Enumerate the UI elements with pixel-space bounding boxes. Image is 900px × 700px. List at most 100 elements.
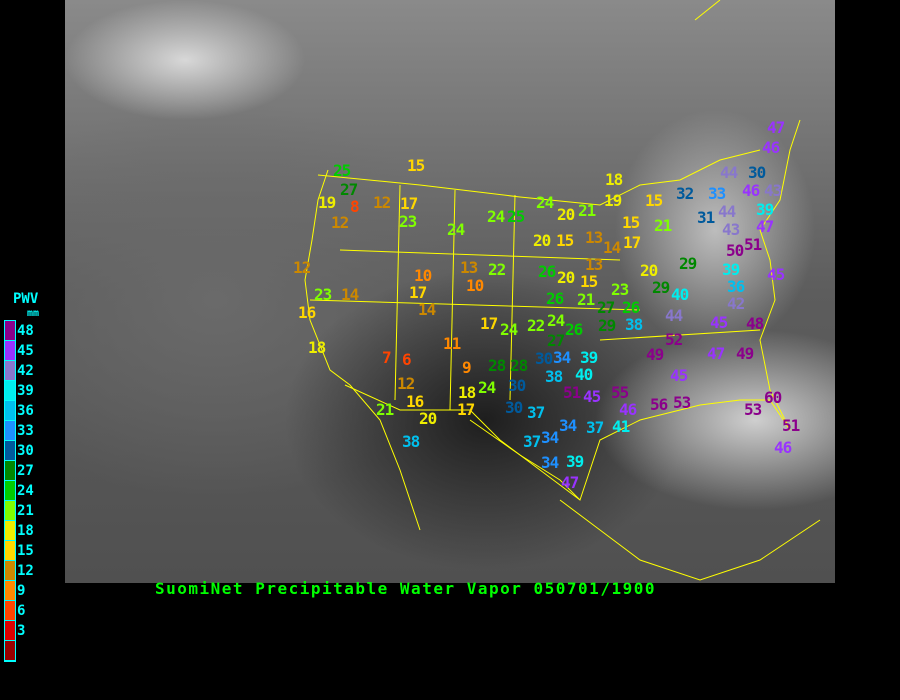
station-pwv-value: 9 <box>462 358 472 377</box>
station-pwv-value: 24 <box>478 378 496 397</box>
station-pwv-value: 28 <box>510 356 528 375</box>
legend-swatch <box>5 621 15 641</box>
station-pwv-value: 37 <box>586 418 604 437</box>
station-pwv-value: 56 <box>650 395 668 414</box>
station-pwv-value: 32 <box>676 184 694 203</box>
station-pwv-value: 12 <box>331 213 349 232</box>
legend-label: 15 <box>17 543 34 559</box>
legend-swatch <box>5 361 15 381</box>
station-pwv-value: 15 <box>407 156 425 175</box>
station-pwv-value: 26 <box>538 262 556 281</box>
station-pwv-value: 24 <box>447 220 465 239</box>
station-pwv-value: 47 <box>756 217 774 236</box>
station-pwv-value: 34 <box>553 348 571 367</box>
station-pwv-value: 47 <box>707 344 725 363</box>
station-pwv-value: 30 <box>535 349 553 368</box>
legend-swatch <box>5 481 15 501</box>
station-pwv-value: 50 <box>726 241 744 260</box>
legend-label: 21 <box>17 503 34 519</box>
station-pwv-value: 45 <box>670 366 688 385</box>
station-pwv-value: 29 <box>652 278 670 297</box>
station-pwv-value: 26 <box>622 298 640 317</box>
station-pwv-value: 8 <box>350 197 360 216</box>
station-pwv-value: 51 <box>744 235 762 254</box>
station-pwv-value: 46 <box>742 181 760 200</box>
station-pwv-value: 20 <box>557 205 575 224</box>
station-pwv-value: 34 <box>541 453 559 472</box>
station-pwv-value: 43 <box>722 220 740 239</box>
station-pwv-value: 14 <box>603 238 621 257</box>
station-pwv-value: 12 <box>397 374 415 393</box>
legend-swatch <box>5 501 15 521</box>
station-pwv-value: 53 <box>744 400 762 419</box>
station-pwv-value: 48 <box>746 314 764 333</box>
legend-swatch <box>5 601 15 621</box>
station-pwv-value: 49 <box>646 345 664 364</box>
legend-swatch <box>5 381 15 401</box>
station-pwv-value: 14 <box>418 300 436 319</box>
legend-swatch <box>5 581 15 601</box>
station-pwv-value: 30 <box>505 398 523 417</box>
station-pwv-value: 44 <box>720 163 738 182</box>
legend-label: 18 <box>17 523 34 539</box>
station-pwv-value: 13 <box>585 255 603 274</box>
station-pwv-value: 21 <box>376 400 394 419</box>
station-pwv-value: 22 <box>488 260 506 279</box>
station-pwv-value: 37 <box>527 403 545 422</box>
station-pwv-value: 44 <box>665 306 683 325</box>
station-pwv-value: 38 <box>625 315 643 334</box>
station-pwv-value: 20 <box>533 231 551 250</box>
legend-label: 48 <box>17 323 34 339</box>
station-pwv-value: 15 <box>580 272 598 291</box>
station-pwv-value: 17 <box>400 194 418 213</box>
station-pwv-value: 38 <box>545 367 563 386</box>
legend-label: 6 <box>17 603 26 619</box>
mexico-coast <box>559 499 821 581</box>
gulf-coast <box>469 399 791 501</box>
station-pwv-value: 17 <box>457 400 475 419</box>
station-pwv-value: 43 <box>764 181 782 200</box>
legend-label: 27 <box>17 463 34 479</box>
station-pwv-value: 18 <box>605 170 623 189</box>
station-pwv-value: 19 <box>604 191 622 210</box>
station-pwv-value: 47 <box>767 118 785 137</box>
legend-label: 30 <box>17 443 34 459</box>
station-pwv-value: 45 <box>767 265 785 284</box>
station-pwv-value: 28 <box>488 356 506 375</box>
legend-unit: mm <box>27 308 40 319</box>
station-pwv-value: 17 <box>480 314 498 333</box>
station-pwv-value: 45 <box>583 387 601 406</box>
station-pwv-value: 47 <box>561 473 579 492</box>
station-pwv-value: 60 <box>764 388 782 407</box>
station-pwv-value: 17 <box>409 283 427 302</box>
state-line-3 <box>509 194 516 401</box>
station-pwv-value: 26 <box>546 289 564 308</box>
legend-swatch <box>5 641 15 661</box>
station-pwv-value: 24 <box>547 311 565 330</box>
station-pwv-value: 23 <box>611 280 629 299</box>
station-pwv-value: 44 <box>718 202 736 221</box>
legend-label: 39 <box>17 383 34 399</box>
station-pwv-value: 15 <box>556 231 574 250</box>
station-pwv-value: 13 <box>585 228 603 247</box>
station-pwv-value: 30 <box>748 163 766 182</box>
station-pwv-value: 12 <box>293 258 311 277</box>
station-pwv-value: 40 <box>575 365 593 384</box>
station-pwv-value: 11 <box>443 334 461 353</box>
state-line-5 <box>339 249 621 261</box>
station-pwv-value: 36 <box>727 277 745 296</box>
station-pwv-value: 53 <box>673 393 691 412</box>
station-pwv-value: 23 <box>399 212 417 231</box>
legend-label: 33 <box>17 423 34 439</box>
station-pwv-value: 6 <box>402 350 412 369</box>
canada-us-border <box>317 149 761 206</box>
border-lines <box>304 0 821 581</box>
station-pwv-value: 20 <box>419 409 437 428</box>
station-pwv-value: 24 <box>487 207 505 226</box>
station-pwv-value: 46 <box>762 138 780 157</box>
station-pwv-value: 14 <box>341 285 359 304</box>
legend-label: 3 <box>17 623 26 639</box>
station-pwv-value: 10 <box>414 266 432 285</box>
